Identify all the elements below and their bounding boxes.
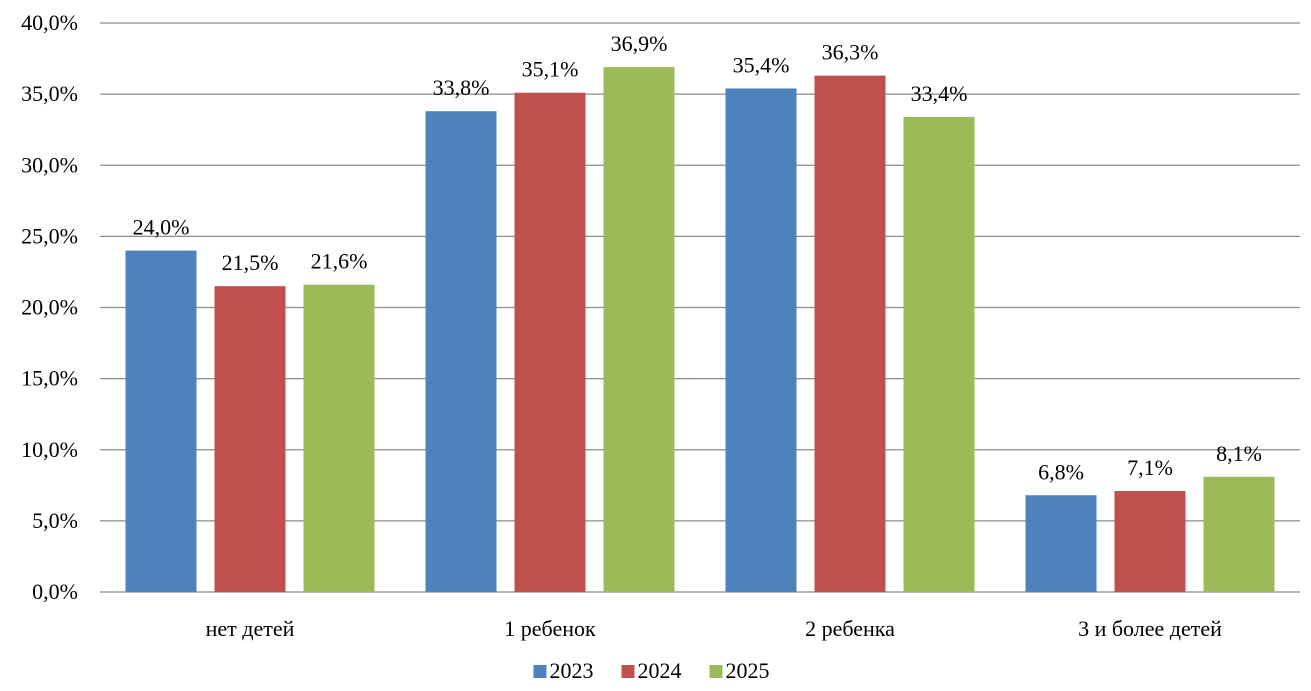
category-label: 3 и более детей	[1078, 616, 1222, 641]
data-label: 36,9%	[611, 31, 668, 56]
bar-2023	[425, 111, 497, 592]
legend-swatch	[533, 665, 547, 678]
y-axis-tick-labels: 0,0% 5,0% 10,0% 15,0% 20,0% 25,0% 30,0% 35,0% 40…	[21, 10, 78, 604]
category-label: 2 ребенка	[805, 616, 895, 641]
bars	[125, 67, 1275, 592]
data-label: 35,4%	[733, 52, 790, 77]
bar-2024	[514, 92, 586, 592]
bar-2025	[303, 284, 375, 592]
y-tick-label: 10,0%	[21, 437, 78, 462]
y-tick-label: 30,0%	[21, 152, 78, 177]
category-label: нет детей	[206, 616, 295, 641]
data-label: 33,8%	[433, 75, 490, 100]
y-tick-label: 15,0%	[21, 366, 78, 391]
y-tick-label: 25,0%	[21, 223, 78, 248]
y-tick-label: 35,0%	[21, 81, 78, 106]
bar-2025	[1203, 476, 1275, 592]
data-label: 6,8%	[1038, 459, 1084, 484]
y-tick-label: 20,0%	[21, 295, 78, 320]
y-tick-label: 5,0%	[32, 508, 78, 533]
data-label: 7,1%	[1127, 455, 1173, 480]
category-label: 1 ребенок	[504, 616, 596, 641]
data-label: 33,4%	[911, 81, 968, 106]
data-label: 21,5%	[222, 250, 279, 275]
data-label: 35,1%	[522, 57, 579, 82]
bar-2023	[1025, 495, 1097, 592]
bar-2024	[214, 286, 286, 592]
legend-swatch	[709, 665, 723, 678]
category-labels: нет детей 1 ребенок 2 ребенка 3 и более дет…	[206, 616, 1223, 641]
data-labels: 24,0% 21,5% 21,6% 33,8% 35,1% 36,9% 35,4% 36,3%…	[133, 31, 1262, 484]
data-label: 24,0%	[133, 215, 190, 240]
bar-2023	[125, 250, 197, 592]
data-label: 36,3%	[822, 40, 879, 65]
data-label: 8,1%	[1216, 441, 1262, 466]
bar-2024	[1114, 491, 1186, 592]
legend: 2023 2024 2025	[533, 658, 770, 683]
legend-label: 2025	[726, 658, 770, 683]
gridlines	[100, 22, 1300, 593]
legend-swatch	[621, 665, 635, 678]
bar-2024	[814, 75, 886, 592]
y-tick-label: 0,0%	[32, 579, 78, 604]
data-label: 21,6%	[311, 249, 368, 274]
legend-label: 2023	[550, 658, 594, 683]
bar-2023	[725, 88, 797, 592]
bar-2025	[603, 67, 675, 592]
bar-2025	[903, 116, 975, 592]
y-tick-label: 40,0%	[21, 10, 78, 35]
legend-label: 2024	[638, 658, 682, 683]
